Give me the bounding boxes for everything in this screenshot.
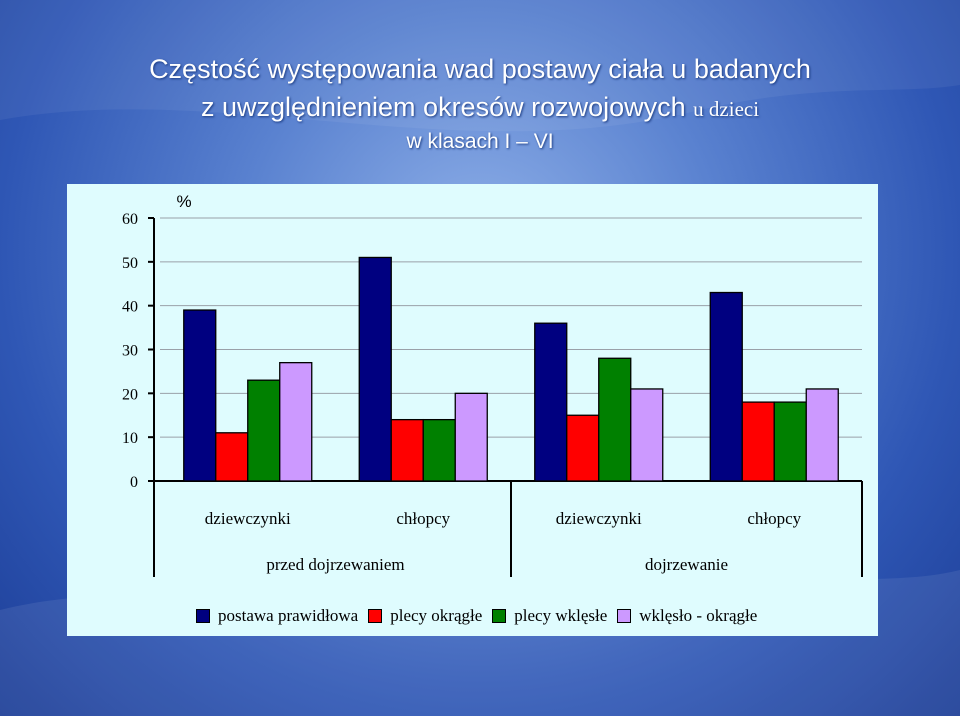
legend-item: plecy okrągłe xyxy=(368,606,482,626)
legend-swatch-wklesle-okragle xyxy=(617,609,632,623)
x-category-label: chłopcy xyxy=(396,509,450,528)
legend-item: postawa prawidłowa xyxy=(196,606,358,626)
bar xyxy=(598,357,632,482)
bar xyxy=(247,379,281,482)
y-tick-label: 50 xyxy=(122,255,138,272)
y-tick-label: 60 xyxy=(122,211,138,228)
bar xyxy=(215,432,249,482)
chart-title-line1: Częstość występowania wad postawy ciała … xyxy=(149,54,811,84)
x-category-label: chłopcy xyxy=(747,509,801,528)
legend-label: wklęsło - okrągłe xyxy=(639,606,758,625)
legend-swatch-plecy-okragle xyxy=(368,609,383,623)
legend-label: plecy okrągłe xyxy=(390,606,483,625)
y-tick-label: 40 xyxy=(122,299,138,316)
chart-title-line3: w klasach I – VI xyxy=(406,130,554,153)
legend-item: wklęsło - okrągłe xyxy=(617,606,757,626)
chart-title-line2-main: z uwzględnieniem okresów rozwojowych xyxy=(200,92,686,122)
bar xyxy=(454,392,488,482)
bar xyxy=(566,414,600,482)
legend-label: plecy wklęsłe xyxy=(514,606,608,625)
bar xyxy=(741,401,775,482)
y-axis-label: % xyxy=(176,192,191,211)
legend: postawa prawidłowa plecy okrągłe plecy w… xyxy=(196,604,767,628)
bar xyxy=(773,401,807,482)
bar xyxy=(358,256,392,482)
legend-swatch-plecy-wklesle xyxy=(492,609,507,623)
legend-item: plecy wklęsłe xyxy=(492,606,607,626)
x-category-label: dziewczynki xyxy=(205,509,291,528)
bar xyxy=(630,388,664,482)
y-tick-label: 0 xyxy=(130,474,138,491)
bar xyxy=(422,418,456,482)
bar xyxy=(183,309,217,482)
chart-title-line2-tail: u dzieci xyxy=(693,97,760,121)
x-category-label: dziewczynki xyxy=(556,509,642,528)
bar xyxy=(279,361,313,482)
bar xyxy=(390,418,424,482)
x-group-label: dojrzewanie xyxy=(645,555,728,574)
legend-swatch-postawa-prawidlowa xyxy=(196,609,210,623)
y-tick-label: 10 xyxy=(122,430,138,447)
bar xyxy=(805,388,839,482)
legend-label: postawa prawidłowa xyxy=(218,606,359,625)
bar xyxy=(534,322,568,482)
bar xyxy=(709,291,743,482)
chart-title-line2: z uwzględnieniem okresów rozwojowych u d… xyxy=(0,92,960,123)
y-tick-label: 20 xyxy=(122,386,138,403)
y-tick-label: 30 xyxy=(122,343,138,360)
x-group-label: przed dojrzewaniem xyxy=(266,555,404,574)
